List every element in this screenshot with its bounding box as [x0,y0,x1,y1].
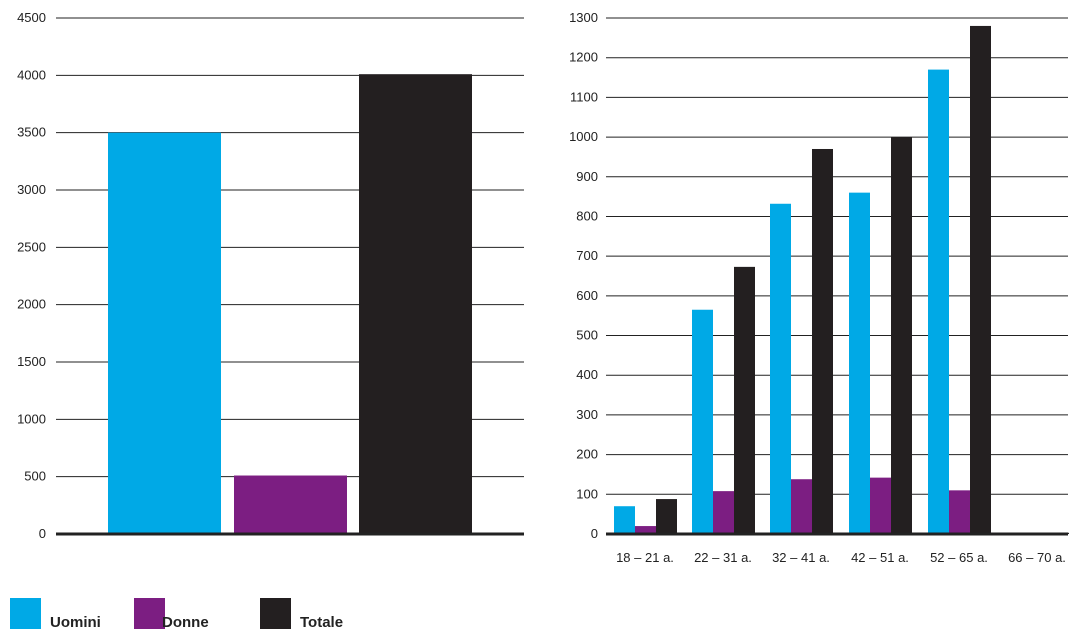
bar-totale-32-41-a [812,148,833,534]
y-tick-label: 600 [576,288,598,303]
legend-label-totale: Totale [300,614,343,631]
bar-totale [359,74,472,534]
x-tick-label: 66 – 70 a. [1008,550,1066,565]
y-tick-label: 2500 [17,239,46,254]
legend-swatch-uomini [10,598,41,629]
bar-uomini-42-51-a [849,192,870,534]
bar-donne-32-41-a [791,479,812,534]
y-tick-label: 1200 [569,50,598,65]
bar-donne-22-31-a [713,491,734,534]
legend-swatch-donne [134,598,165,629]
y-tick-label: 400 [576,367,598,382]
bar-totale-52-65-a [970,25,991,534]
y-tick-label: 1100 [570,89,598,104]
y-tick-label: 1300 [569,10,598,25]
y-tick-label: 200 [576,447,598,462]
legend-swatch-totale [260,598,291,629]
y-tick-label: 300 [576,407,598,422]
x-tick-label: 22 – 31 a. [694,550,752,565]
bar-totale-42-51-a [891,137,912,535]
y-tick-label: 500 [24,469,46,484]
bar-uomini [108,132,221,534]
y-tick-label: 800 [576,208,598,223]
y-tick-label: 3500 [17,125,46,140]
y-tick-label: 1000 [569,129,598,144]
y-tick-label: 0 [39,526,46,541]
bar-donne [234,475,347,534]
x-tick-label: 18 – 21 a. [616,550,674,565]
total-employees-chart: 0 500 1000 1500 2000 2500 3000 3500 4000 4500 [17,10,524,541]
y-tick-label: 1500 [17,354,46,369]
legend: Uomini Donne Totale [10,598,343,631]
y-tick-label: 500 [576,328,598,343]
y-tick-label: 1000 [17,411,46,426]
y-tick-label: 3000 [17,182,46,197]
y-tick-label: 100 [576,486,598,501]
y-tick-label: 900 [576,169,598,184]
legend-label-donne: Donne [162,614,209,631]
bar-uomini-32-41-a [770,203,791,534]
bar-uomini-52-65-a [928,69,949,534]
x-tick-label: 32 – 41 a. [772,550,830,565]
y-tick-label: 4500 [17,10,46,25]
bar-totale-18-21-a [656,499,677,534]
y-tick-label: 4000 [17,67,46,82]
age-group-chart: 0 100 200 300 400 500 600 700 800 900 1000 1100 1200… [569,10,1069,565]
bar-donne-42-51-a [870,477,891,534]
y-tick-label: 0 [591,526,598,541]
bar-donne-52-65-a [949,490,970,534]
x-tick-label: 42 – 51 a. [851,550,909,565]
bar-donne-18-21-a [635,526,656,534]
y-tick-label: 2000 [17,297,46,312]
bar-uomini-22-31-a [692,309,713,534]
y-tick-label: 700 [576,248,598,263]
bar-uomini-18-21-a [614,506,635,534]
x-tick-label: 52 – 65 a. [930,550,988,565]
legend-label-uomini: Uomini [50,614,101,631]
bar-totale-22-31-a [734,266,755,534]
